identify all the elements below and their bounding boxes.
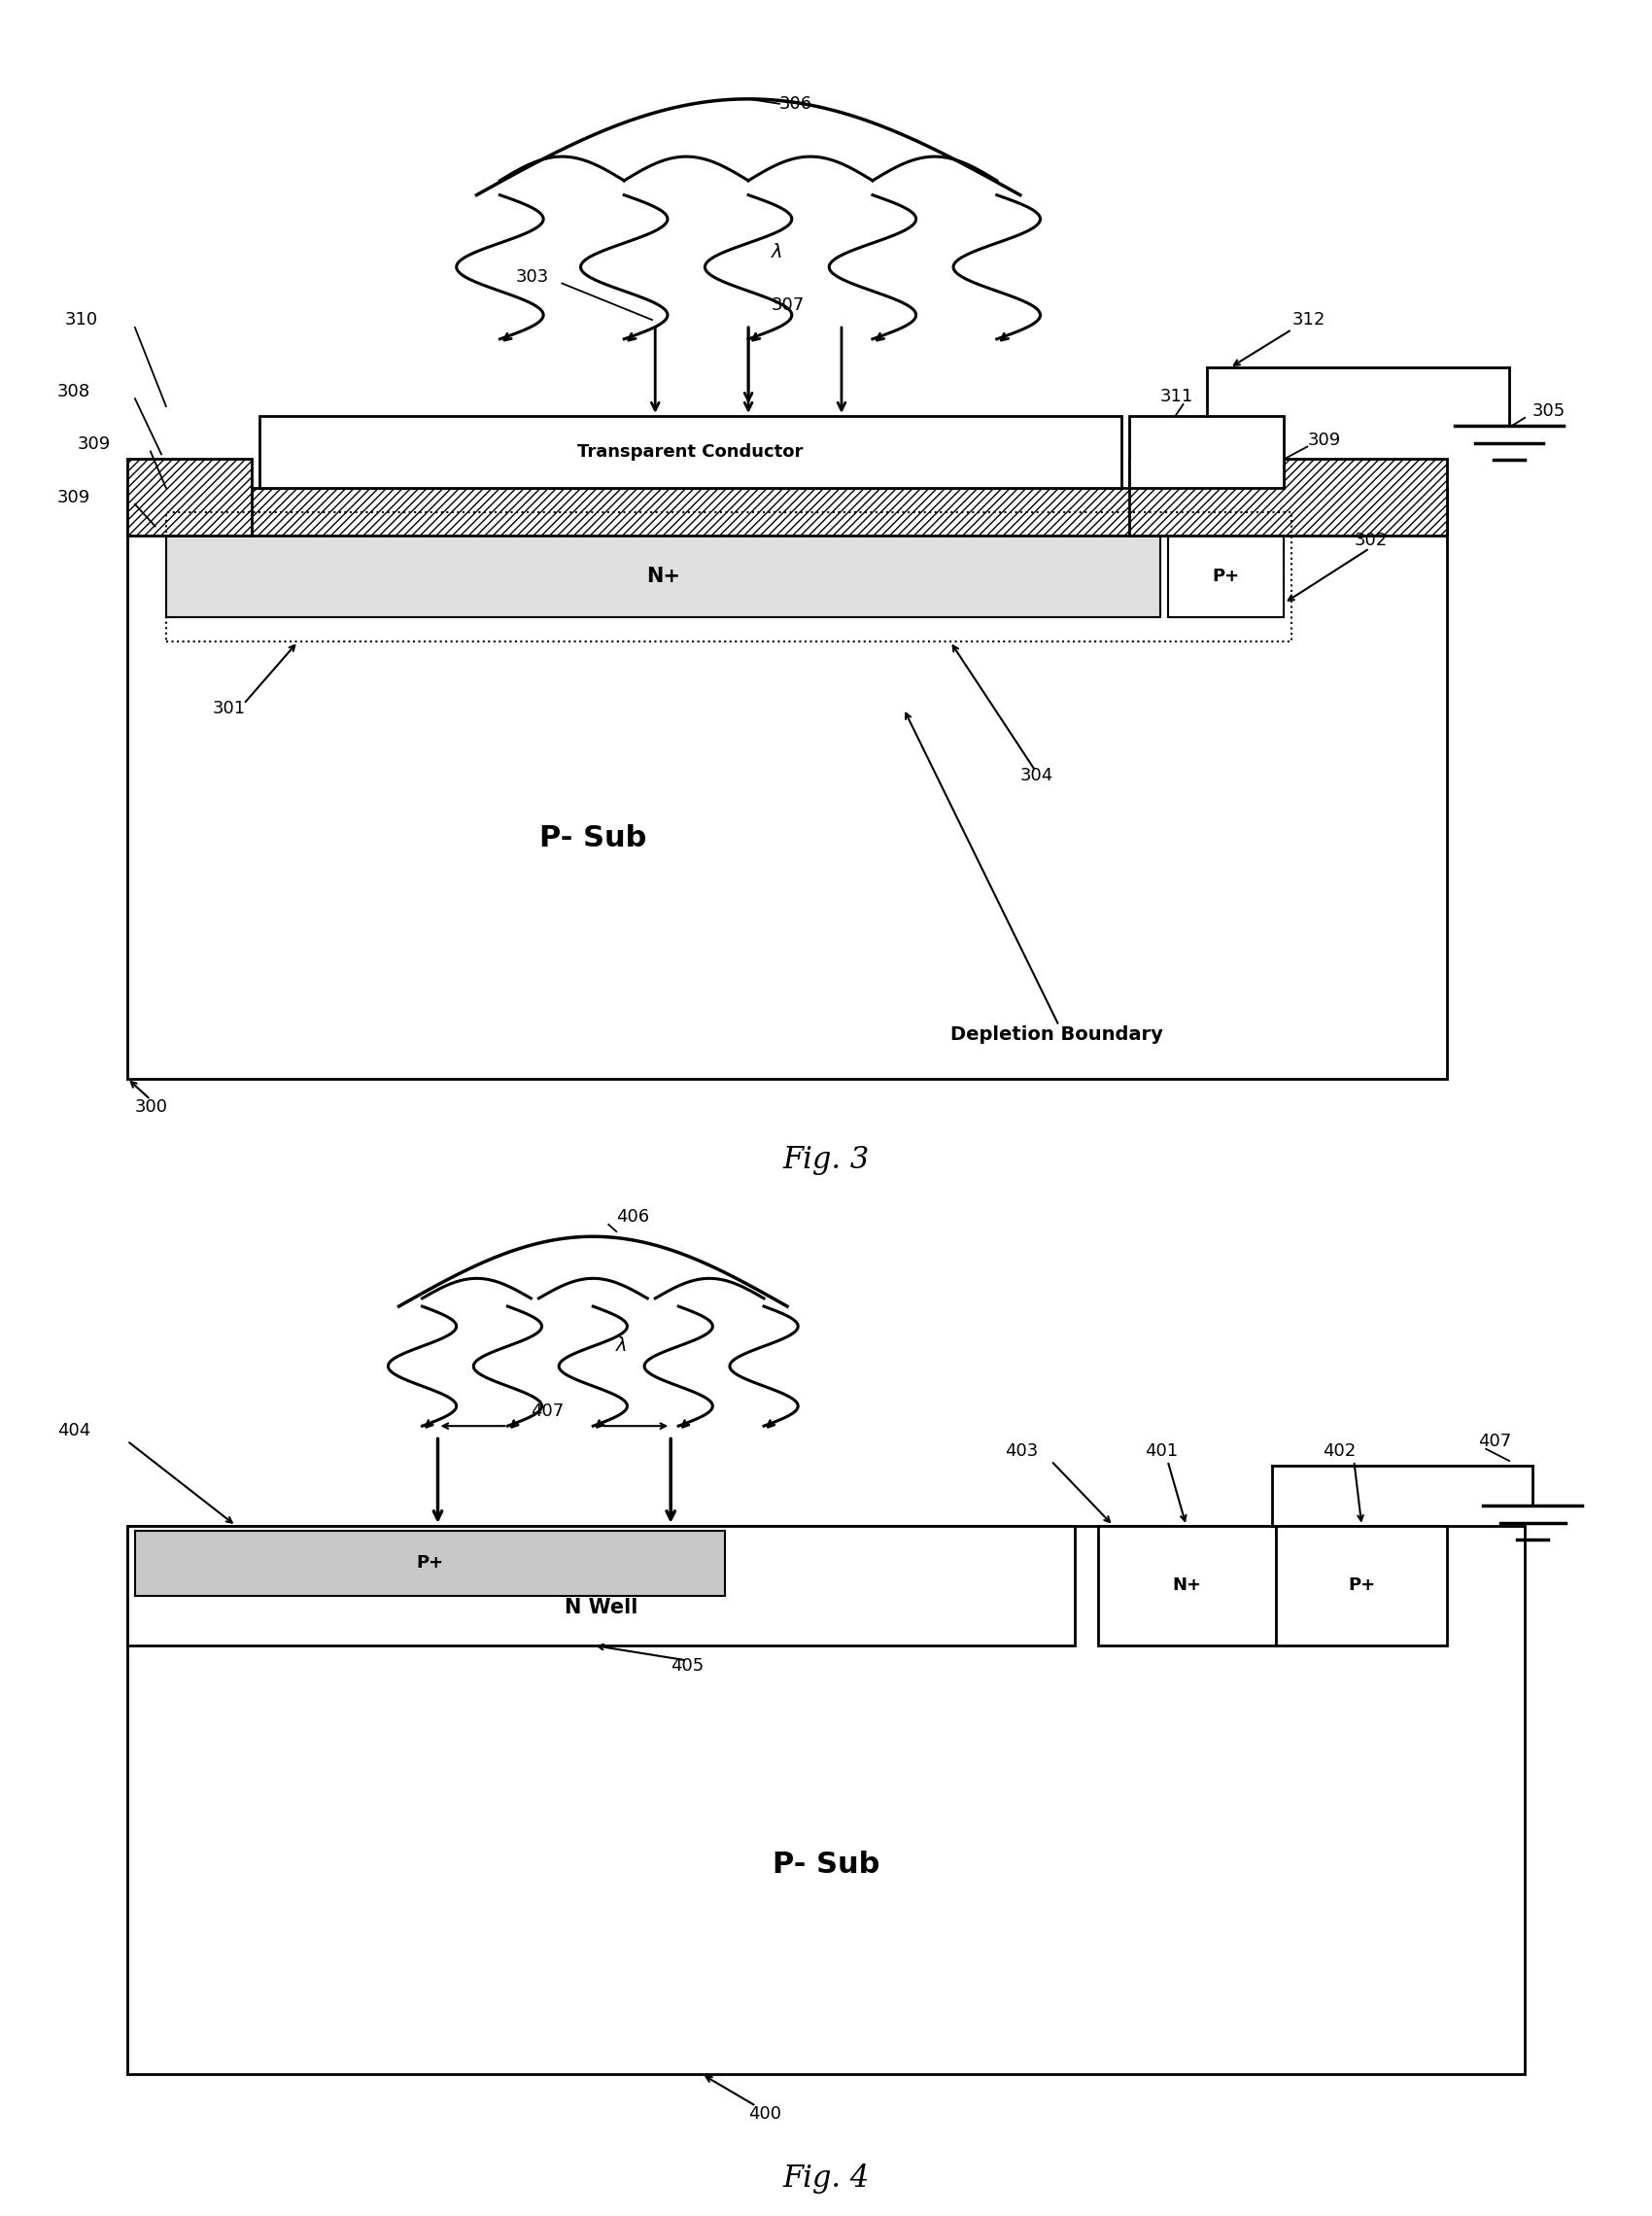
Bar — [165, 536, 1160, 618]
Text: Fig. 3: Fig. 3 — [783, 1146, 869, 1174]
Text: P+: P+ — [416, 1553, 444, 1571]
Text: N Well: N Well — [565, 1598, 638, 1618]
Text: 304: 304 — [1019, 767, 1054, 784]
Text: 310: 310 — [64, 310, 97, 328]
Text: 407: 407 — [1479, 1432, 1512, 1449]
Bar — [165, 512, 1292, 643]
Text: 308: 308 — [58, 383, 91, 401]
Text: 407: 407 — [530, 1403, 565, 1420]
Text: 402: 402 — [1323, 1443, 1356, 1460]
Text: $\lambda$: $\lambda$ — [615, 1336, 628, 1356]
Text: 302: 302 — [1355, 532, 1388, 550]
Text: 405: 405 — [671, 1658, 704, 1675]
Text: 403: 403 — [1004, 1443, 1037, 1460]
Bar — [1128, 417, 1284, 488]
Text: 312: 312 — [1292, 310, 1325, 328]
Text: 307: 307 — [771, 297, 805, 315]
Text: 300: 300 — [135, 1099, 169, 1117]
Bar — [1277, 1525, 1447, 1644]
Text: 309: 309 — [78, 437, 111, 454]
Text: Depletion Boundary: Depletion Boundary — [950, 1026, 1163, 1044]
Text: Fig. 4: Fig. 4 — [783, 2163, 869, 2194]
Text: 401: 401 — [1145, 1443, 1178, 1460]
Bar — [1097, 1525, 1277, 1644]
Text: 309: 309 — [1307, 432, 1341, 448]
Text: N+: N+ — [1173, 1578, 1201, 1593]
Text: 301: 301 — [213, 700, 246, 718]
Text: P- Sub: P- Sub — [773, 1850, 879, 1879]
Text: 306: 306 — [780, 95, 813, 113]
Text: P- Sub: P- Sub — [540, 824, 646, 853]
Bar — [127, 1525, 1525, 2074]
Bar — [1168, 536, 1284, 618]
Text: 311: 311 — [1160, 388, 1193, 406]
Bar — [127, 488, 1447, 536]
Text: 305: 305 — [1533, 403, 1566, 419]
Bar — [127, 459, 251, 536]
Text: P+: P+ — [1348, 1578, 1376, 1593]
Text: 406: 406 — [616, 1208, 649, 1225]
Bar — [135, 1531, 725, 1596]
Bar — [127, 1525, 1074, 1644]
Text: P+: P+ — [1213, 567, 1239, 585]
Text: $\lambda$: $\lambda$ — [770, 244, 783, 261]
Bar — [127, 521, 1447, 1079]
Bar — [259, 417, 1122, 488]
Text: 404: 404 — [58, 1423, 91, 1440]
Text: Transparent Conductor: Transparent Conductor — [577, 443, 803, 461]
Text: N+: N+ — [646, 567, 681, 587]
Bar — [1128, 459, 1447, 536]
Text: 309: 309 — [58, 490, 91, 505]
Text: 303: 303 — [515, 268, 548, 286]
Text: 400: 400 — [748, 2105, 781, 2123]
